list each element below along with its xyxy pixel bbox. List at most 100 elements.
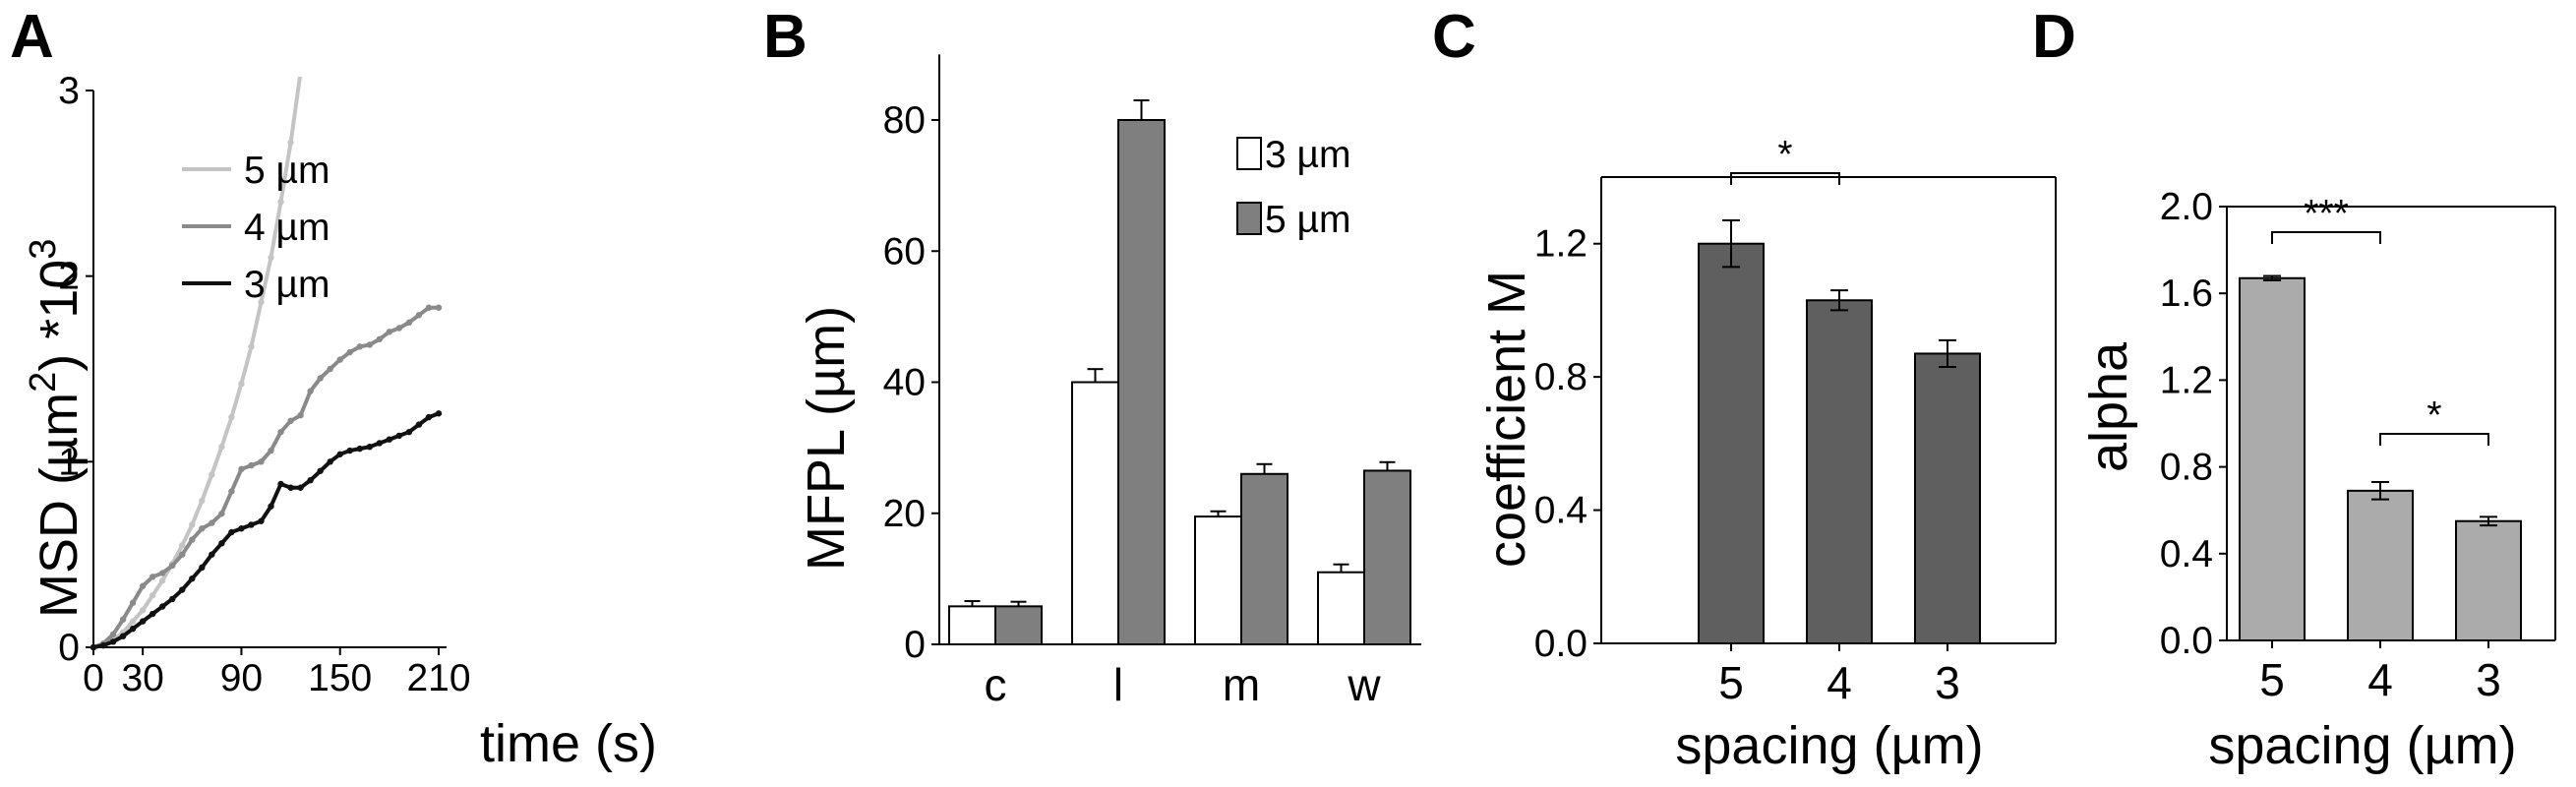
panel-a-data-point [248, 461, 255, 469]
panel-a-data-point [425, 304, 433, 311]
panel-a-data-point [268, 503, 274, 510]
panel-d-y-tick-label: 2.0 [2160, 186, 2213, 228]
panel-a-data-point [386, 329, 393, 335]
panel-a-data-point [277, 199, 284, 206]
panel-c-y-tick-label: 0.4 [1534, 490, 1588, 532]
panel-a-data-point [189, 521, 196, 528]
panel-a-data-point [159, 576, 166, 584]
panel-a-series-line-4m [93, 305, 439, 649]
panel-a-data-point [209, 519, 215, 526]
panel-d-x-axis-label: spacing (µm) [2208, 716, 2516, 775]
panel-a-data-point [139, 618, 147, 625]
panel-d-bar-3 [2455, 519, 2522, 641]
panel-a-data-point [218, 540, 225, 547]
panel-b-category-label: w [1347, 659, 1381, 710]
panel-a-data-point [327, 458, 333, 465]
panel-letter-b: B [763, 3, 808, 71]
panel-a-data-point [129, 599, 137, 606]
panel-c-y-tick-label: 0.0 [1534, 623, 1588, 665]
panel-a-data-point [307, 388, 314, 394]
panel-a-data-point [287, 417, 294, 425]
panel-d-y-tick-label: 0.8 [2160, 447, 2213, 489]
panel-d-significance-bracket [2271, 231, 2381, 244]
panel-b-bar-m-5m [1240, 472, 1288, 645]
panel-a-data-point [415, 421, 423, 428]
panel-d-significance-bracket [2379, 433, 2489, 446]
panel-a-data-point [277, 428, 284, 436]
panel-a-y-tick-label: 3 [58, 70, 80, 112]
panel-a-data-point [209, 471, 215, 478]
panel-a-legend: 5 µm 4 µm 3 µm [182, 150, 329, 306]
legend-label-3um: 3 µm [244, 264, 329, 306]
panel-a-data-point [238, 525, 245, 532]
panel-c-x-axis-label: spacing (µm) [1675, 716, 1983, 775]
panel-a-x-tick-label: 90 [220, 657, 263, 699]
panel-a-data-point [258, 517, 265, 524]
panel-a-data-point [119, 633, 127, 639]
panel-a-data-point [277, 480, 284, 488]
panel-b-y-tick-label: 80 [883, 99, 926, 142]
panel-a-data-point [99, 641, 107, 649]
panel-a-data-point [395, 325, 403, 332]
panel-a-data-point [405, 428, 413, 436]
panel-c-bar-5 [1698, 242, 1765, 644]
legend-swatch-3um-bar [1236, 137, 1262, 170]
panel-a-data-point [268, 254, 274, 261]
panel-a-y-axis-label: MSD (µm2) *103 [23, 239, 89, 618]
legend-swatch-5um-bar [1236, 202, 1262, 235]
panel-a-data-point [248, 521, 255, 528]
panel-a-data-point [149, 610, 156, 618]
panel-b-bar-w-5m [1363, 469, 1411, 645]
panel-d-bar-5 [2239, 276, 2306, 641]
panel-b-y-tick-label: 0 [904, 624, 926, 666]
panel-a-series-line-5m [93, 77, 302, 649]
panel-b-bar-c-5m [994, 605, 1043, 645]
panel-d-y-tick-label: 1.6 [2160, 272, 2213, 315]
panel-b-y-tick-label: 40 [883, 362, 926, 404]
panel-letter-c: C [1432, 3, 1476, 71]
panel-a-data-point [228, 488, 235, 495]
panel-b-y-tick-label: 20 [883, 493, 926, 535]
panel-a-x-tick-label: 150 [308, 657, 372, 699]
panel-d-y-tick-label: 0.4 [2160, 533, 2213, 575]
panel-b-bar-l-3m [1071, 381, 1119, 645]
panel-d-y-tick-label: 0.0 [2160, 620, 2213, 662]
panel-a-data-point [228, 528, 235, 536]
panel-d-significance-label: *** [2304, 193, 2349, 235]
panel-a-data-point [209, 551, 215, 558]
panel-a-data-point [376, 440, 384, 447]
panel-c-y-tick-label: 0.8 [1534, 356, 1588, 398]
panel-c-category-label: 5 [1718, 657, 1744, 708]
panel-a-data-point [169, 595, 176, 603]
panel-b-y-tick-label: 60 [883, 230, 926, 272]
panel-letter-d: D [2032, 3, 2076, 71]
panel-a-data-point [199, 525, 206, 532]
panel-a-data-point [238, 465, 245, 473]
panel-a-data-point [395, 432, 403, 440]
panel-d-y-axis-label: alpha [2079, 341, 2138, 472]
panel-b-bar-l-5m [1117, 119, 1166, 645]
panel-a-data-point [287, 139, 294, 147]
panel-c-category-label: 3 [1935, 657, 1960, 708]
panel-a-y-tick-label: 2 [58, 256, 80, 298]
panel-a-data-point [336, 451, 343, 457]
panel-a-data-point [179, 542, 186, 549]
panel-a-data-point [109, 631, 117, 637]
panel-a-data-point [435, 410, 443, 417]
panel-d-significance-label: * [2426, 394, 2441, 437]
legend-label-3um-bar: 3 µm [1265, 134, 1350, 176]
panel-b-bar-c-3m [948, 605, 996, 645]
panel-a-data-point [139, 607, 147, 614]
panel-a-x-tick-label: 0 [83, 657, 104, 699]
panel-a-data-point [307, 477, 314, 484]
panel-a-series-line-3m [93, 411, 440, 649]
panel-b-category-label: l [1113, 659, 1123, 710]
panel-a-data-point [228, 413, 235, 421]
panel-a-data-point [366, 444, 373, 451]
panel-a-data-point [218, 444, 225, 451]
panel-a-data-point [405, 319, 413, 327]
panel-a-data-point [159, 570, 166, 576]
panel-a-data-point [376, 335, 384, 343]
